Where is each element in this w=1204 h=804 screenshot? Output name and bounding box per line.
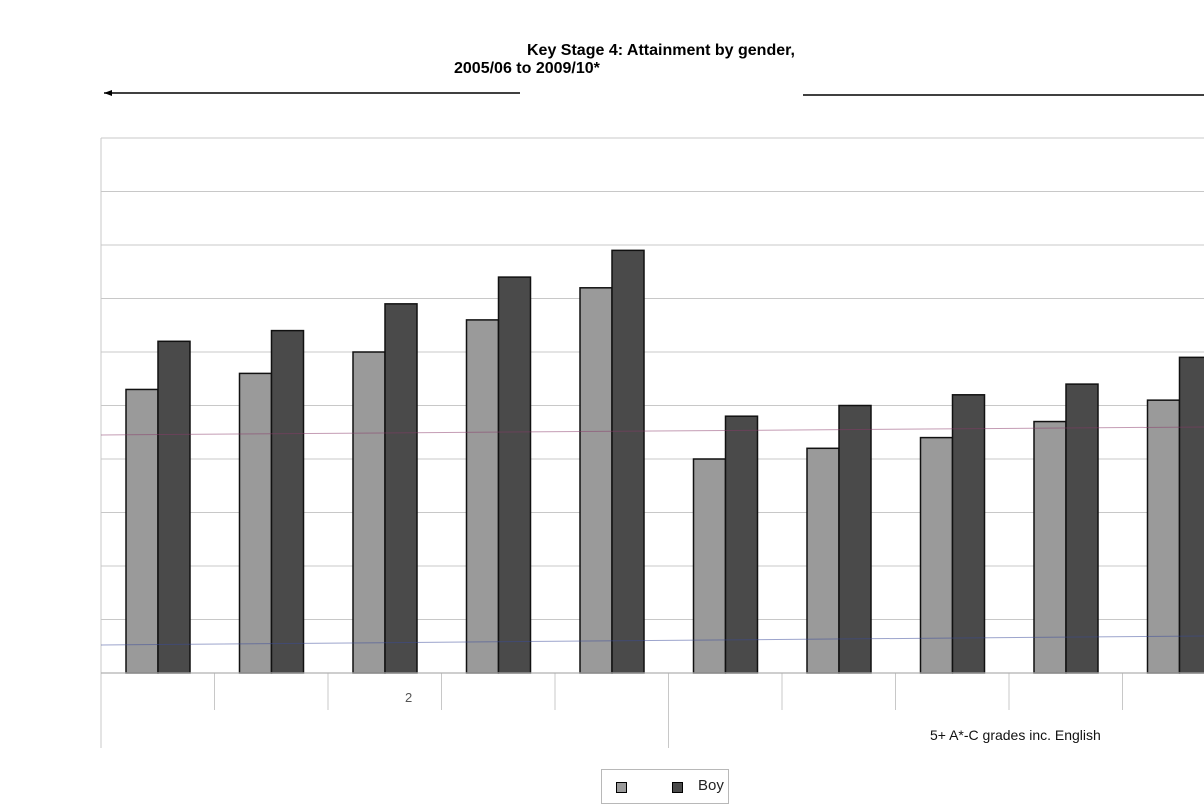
bar-series-1-cat-4 (465, 319, 500, 674)
bar-series-2-cat-8 (951, 394, 986, 674)
chart-title-line-2: 2005/06 to 2009/10* (454, 60, 600, 77)
legend: Boy (601, 769, 729, 804)
title-rule-arrow (104, 90, 112, 96)
bar-series-2-cat-10 (1178, 356, 1204, 674)
legend-label-series-2: Boy (698, 777, 724, 794)
bar-series-1-cat-9 (1033, 420, 1067, 674)
tick-mark-text: 2 (405, 690, 413, 705)
bar-series-2-cat-6 (724, 415, 759, 674)
reference-line-lower (100, 635, 1204, 646)
bar-series-2-cat-7 (838, 404, 872, 674)
bar-series-2-cat-4 (497, 276, 532, 674)
bar-series-1-cat-10 (1146, 399, 1181, 674)
reference-line-upper (100, 426, 1204, 436)
chart-title-line-1: Key Stage 4: Attainment by gender, (527, 42, 795, 59)
bar-series-1-cat-1 (125, 388, 159, 674)
bar-series-2-cat-5 (611, 249, 645, 674)
bar-series-2-cat-3 (384, 303, 418, 674)
legend-swatch-series-2 (672, 782, 683, 793)
bar-series-2-cat-1 (157, 340, 191, 674)
bar-series-1-cat-6 (692, 458, 727, 674)
legend-swatch-series-1 (616, 782, 627, 793)
bar-series-2-cat-9 (1065, 383, 1099, 674)
bar-series-2-cat-2 (270, 329, 305, 674)
group-label-right: 5+ A*-C grades inc. English (930, 727, 1101, 743)
bar-series-1-cat-3 (352, 351, 386, 674)
bar-series-1-cat-5 (579, 287, 613, 674)
bar-series-1-cat-2 (238, 372, 273, 674)
